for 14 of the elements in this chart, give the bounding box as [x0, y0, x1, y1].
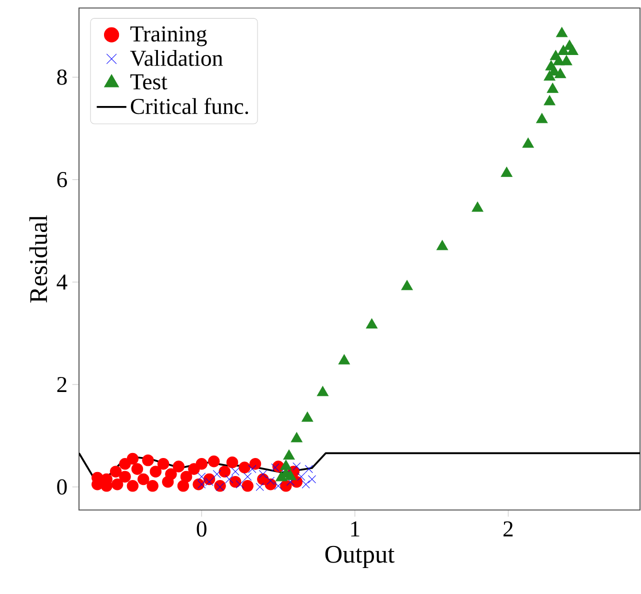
x-tick-label: 2 [504, 521, 513, 536]
legend-label: Training [130, 26, 207, 46]
y-tick-label: 8 [57, 70, 67, 85]
y-tick-label: 0 [57, 479, 67, 495]
y-tick-label: 6 [57, 172, 67, 188]
x-tick-label: 0 [196, 521, 206, 537]
y-tick-label: 2 [57, 376, 66, 392]
y-axis-title: Residual [29, 215, 48, 303]
y-tick-label: 4 [56, 274, 68, 290]
x-tick-label: 1 [351, 521, 360, 536]
legend-label: Validation [130, 50, 223, 66]
legend-label: Critical func. [130, 98, 248, 114]
legend-label: Test [130, 74, 168, 90]
x-axis-title: Output [325, 546, 395, 568]
